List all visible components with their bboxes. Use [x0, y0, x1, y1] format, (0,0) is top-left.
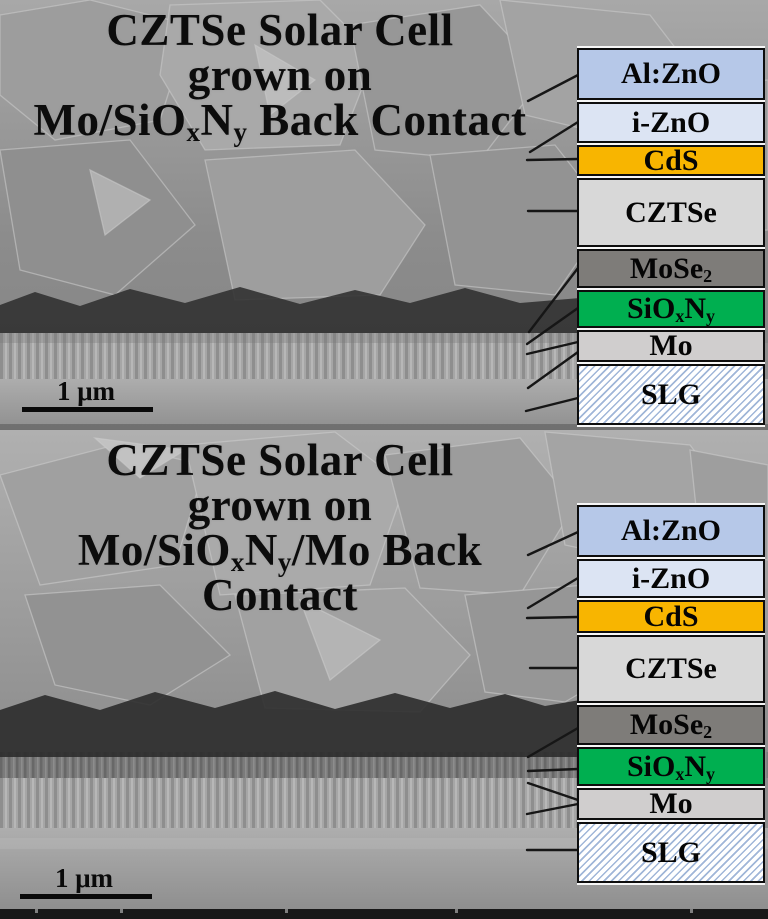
top-title-line-2: grown on: [187, 50, 373, 100]
legend-stack-bottom: Al:ZnO i-ZnO CdS CZTSe MoSe2 SiOxNy Mo S…: [577, 503, 765, 885]
layer-label: Al:ZnO: [620, 514, 722, 547]
layer-label: SLG: [640, 835, 702, 869]
legend-layer-mose2: MoSe2: [577, 705, 765, 745]
legend-layer-sioxny: SiOxNy: [577, 747, 765, 786]
top-scale-bar-label: 1 μm: [56, 376, 116, 406]
bottom-title-line-1: CZTSe Solar Cell: [106, 435, 454, 485]
layer-label: MoSe2: [629, 251, 713, 286]
legend-layer-mo: Mo: [577, 787, 765, 820]
legend-stack-top: Al:ZnO i-ZnO CdS CZTSe MoSe2 SiOxNy Mo S…: [577, 46, 765, 427]
legend-layer-cds: CdS: [577, 143, 765, 177]
top-title-line-1: CZTSe Solar Cell: [106, 5, 454, 55]
layer-label: CdS: [643, 599, 699, 633]
legend-layer-cztse: CZTSe: [577, 635, 765, 703]
top-panel-title: CZTSe Solar Cell grown on Mo/SiOxNy Back…: [6, 5, 554, 147]
layer-label: Mo: [649, 787, 693, 820]
legend-layer-alzno: Al:ZnO: [577, 505, 765, 557]
legend-layer-mo: Mo: [577, 329, 765, 362]
bottom-scale-bar-line: [20, 894, 152, 899]
legend-layer-slg: SLG: [577, 364, 765, 425]
layer-label: SiOxNy: [626, 292, 716, 326]
layer-label: CdS: [643, 143, 699, 177]
legend-layer-alzno: Al:ZnO: [577, 48, 765, 100]
layer-label: CZTSe: [625, 195, 717, 229]
layer-label: MoSe2: [629, 708, 713, 742]
legend-layer-sioxny: SiOxNy: [577, 290, 765, 328]
layer-label: CZTSe: [625, 652, 717, 685]
layer-label: SLG: [640, 377, 702, 411]
legend-layer-cds: CdS: [577, 600, 765, 633]
bottom-scale-bar-label: 1 μm: [54, 863, 114, 893]
layer-label: i-ZnO: [631, 105, 711, 139]
bottom-panel-title: CZTSe Solar Cell grown on Mo/SiOxNy/Mo B…: [2, 438, 558, 618]
legend-layer-slg: SLG: [577, 822, 765, 883]
legend-layer-izno: i-ZnO: [577, 559, 765, 598]
layer-label: Mo: [649, 329, 693, 362]
legend-layer-mose2: MoSe2: [577, 249, 765, 288]
top-title-line-3: Mo/SiOxNy Back Contact: [33, 95, 527, 147]
legend-layer-izno: i-ZnO: [577, 102, 765, 143]
layer-label: Al:ZnO: [620, 57, 722, 90]
bottom-title-line-3: Mo/SiOxNy/Mo Back Contact: [77, 525, 483, 620]
layer-label: i-ZnO: [631, 561, 711, 595]
bottom-title-line-2: grown on: [187, 480, 373, 530]
layer-label: SiOxNy: [626, 749, 716, 784]
legend-layer-cztse: CZTSe: [577, 178, 765, 247]
top-scale-bar-line: [22, 407, 153, 412]
